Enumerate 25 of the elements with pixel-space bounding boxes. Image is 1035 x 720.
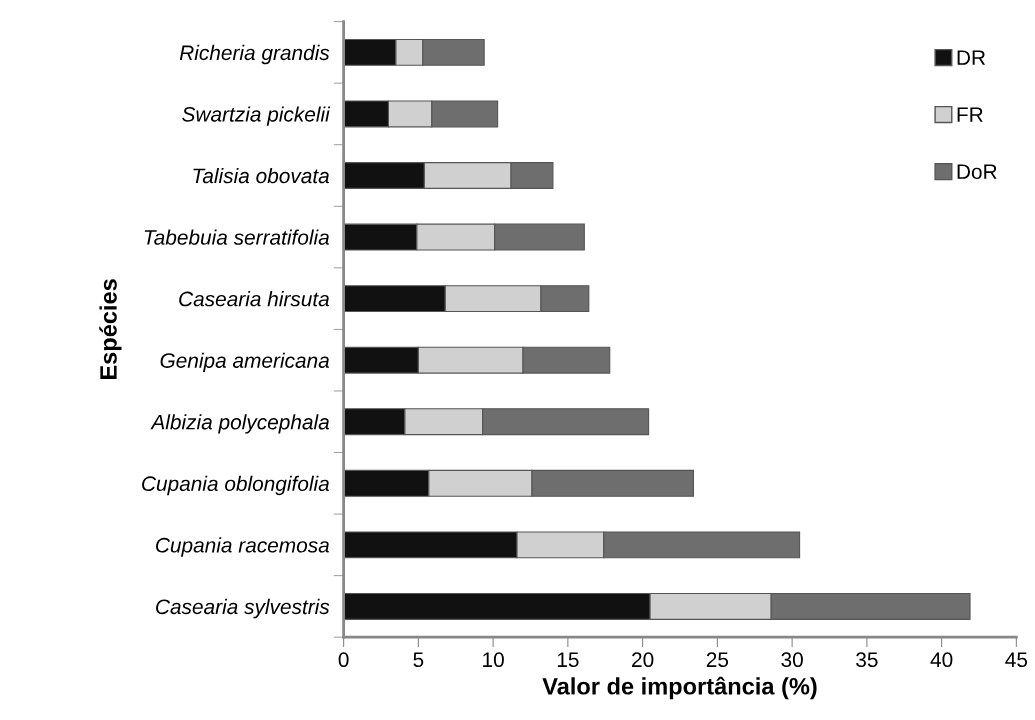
x-tick-label: 40	[930, 652, 953, 668]
x-axis-title: Valor de importância (%)	[542, 676, 817, 700]
x-tick-label: 15	[557, 652, 579, 668]
y-tick-label: Talisia obovata	[193, 167, 330, 184]
x-tick-label: 0	[338, 652, 349, 668]
x-tick-label: 10	[483, 652, 504, 668]
x-tick-label: 20	[632, 652, 654, 668]
y-tick-label: Tabebuia serratifolia	[144, 229, 330, 245]
y-tick-label: Casearia sylvestris	[156, 598, 330, 619]
x-tick-label: 45	[1005, 652, 1028, 668]
x-tick-label: 35	[856, 652, 878, 668]
y-tick-label: Cupania oblongifolia	[142, 475, 330, 496]
y-tick-label: Genipa americana	[160, 352, 330, 373]
x-tick-label: 25	[706, 652, 729, 668]
y-tick-label: Casearia hirsuta	[179, 291, 330, 307]
y-tick-label: Richeria grandis	[179, 44, 330, 65]
legend-label: DoR	[957, 164, 997, 180]
legend-label: FR	[957, 107, 983, 122]
legend-label: DR	[957, 50, 986, 65]
x-tick-label: 30	[781, 652, 803, 668]
y-tick-label: Albizia polycephala	[150, 414, 330, 434]
y-tick-label: Swartzia pickelii	[182, 106, 331, 126]
y-axis-title: Espécies	[99, 279, 122, 380]
y-tick-label: Cupania racemosa	[156, 537, 330, 557]
x-tick-label: 5	[413, 652, 424, 668]
